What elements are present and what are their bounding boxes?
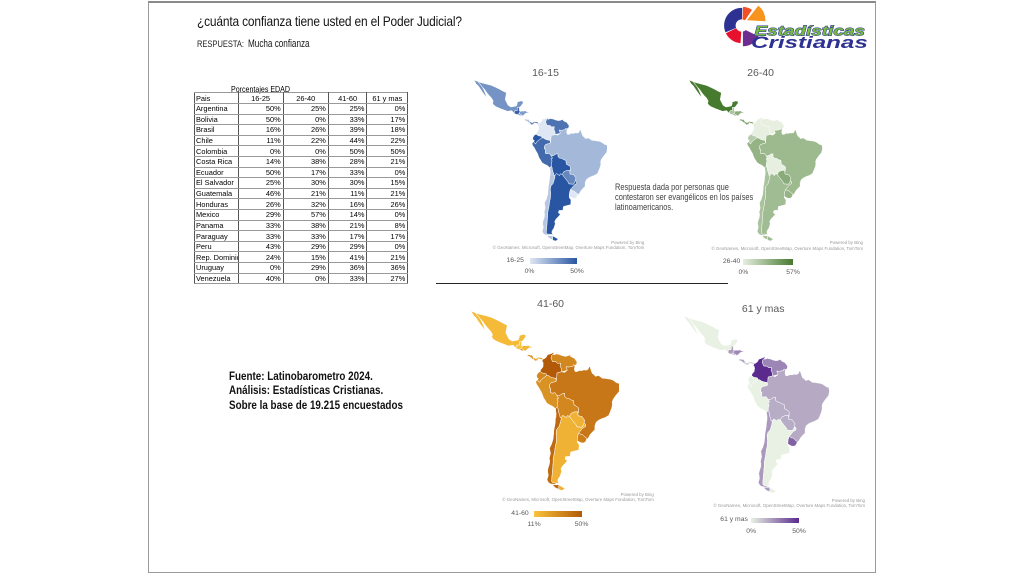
svg-text:Cristianas: Cristianas [751,33,868,52]
svg-text:Estadísticas: Estadísticas [755,23,866,39]
